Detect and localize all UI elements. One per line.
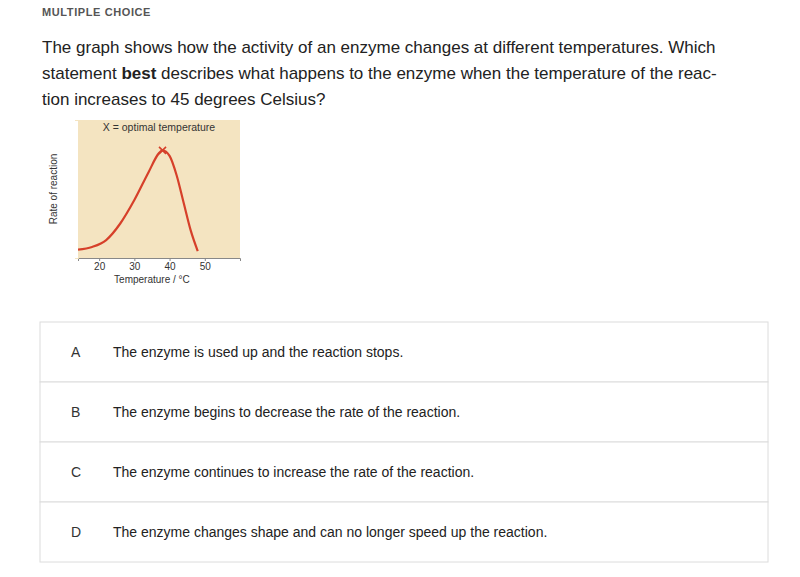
x-tick-label: 30 — [129, 261, 141, 272]
option[interactable]: A The enzyme is used up and the reaction … — [40, 322, 768, 382]
option-box[interactable] — [40, 502, 768, 562]
header-label: MULTIPLE CHOICE — [42, 6, 151, 18]
question-line: tion increases to 45 degrees Celsius? — [42, 90, 326, 109]
x-tick-label: 20 — [94, 261, 106, 272]
chart: 20 30 40 50 X = optimal temperature Rate of r… — [48, 120, 241, 285]
option-box[interactable] — [40, 382, 768, 442]
chart-title: X = optimal temperature — [103, 121, 216, 133]
question-emphasis: best — [121, 64, 156, 83]
x-tick-label: 50 — [200, 261, 212, 272]
option[interactable]: B The enzyme begins to decrease the rate … — [40, 382, 768, 442]
option-letter: D — [71, 524, 81, 540]
question-text: statement — [42, 64, 121, 83]
option-text: The enzyme continues to increase the rat… — [113, 464, 474, 480]
option[interactable]: D The enzyme changes shape and can no lon… — [40, 502, 768, 562]
option-letter: B — [71, 404, 80, 420]
x-axis: 20 30 40 50 — [79, 258, 241, 272]
question-line: statement best describes what happens to… — [42, 64, 717, 83]
question-line: The graph shows how the activity of an e… — [42, 38, 715, 57]
x-tick-label: 40 — [165, 261, 177, 272]
plot-background — [78, 120, 240, 258]
option-box[interactable] — [40, 322, 768, 382]
option-letter: A — [71, 344, 81, 360]
x-axis-title: Temperature / °C — [114, 274, 190, 285]
x-tick: 20 — [94, 258, 106, 272]
y-axis — [75, 121, 79, 259]
data-line — [78, 150, 198, 251]
option[interactable]: C The enzyme continues to increase the ra… — [40, 442, 768, 502]
option-text: The enzyme changes shape and can no long… — [113, 524, 547, 540]
option-letter: C — [71, 464, 81, 480]
question-text: The graph shows how the activity of an e… — [42, 38, 715, 57]
y-axis-line — [75, 121, 79, 259]
y-axis-title: Rate of reaction — [48, 154, 59, 225]
optimal-marker — [159, 147, 166, 154]
x-tick: 50 — [200, 258, 212, 272]
page: MULTIPLE CHOICE The graph shows how the a… — [0, 0, 800, 577]
option-text: The enzyme is used up and the reaction s… — [113, 344, 403, 360]
plot-area — [78, 147, 198, 251]
question-text: tion increases to 45 degrees Celsius? — [42, 90, 326, 109]
option-box[interactable] — [40, 442, 768, 502]
option-text: The enzyme begins to decrease the rate o… — [113, 404, 460, 420]
question-text: describes what happens to the enzyme whe… — [156, 64, 716, 83]
x-tick: 40 — [165, 258, 177, 272]
x-tick: 30 — [129, 258, 141, 272]
